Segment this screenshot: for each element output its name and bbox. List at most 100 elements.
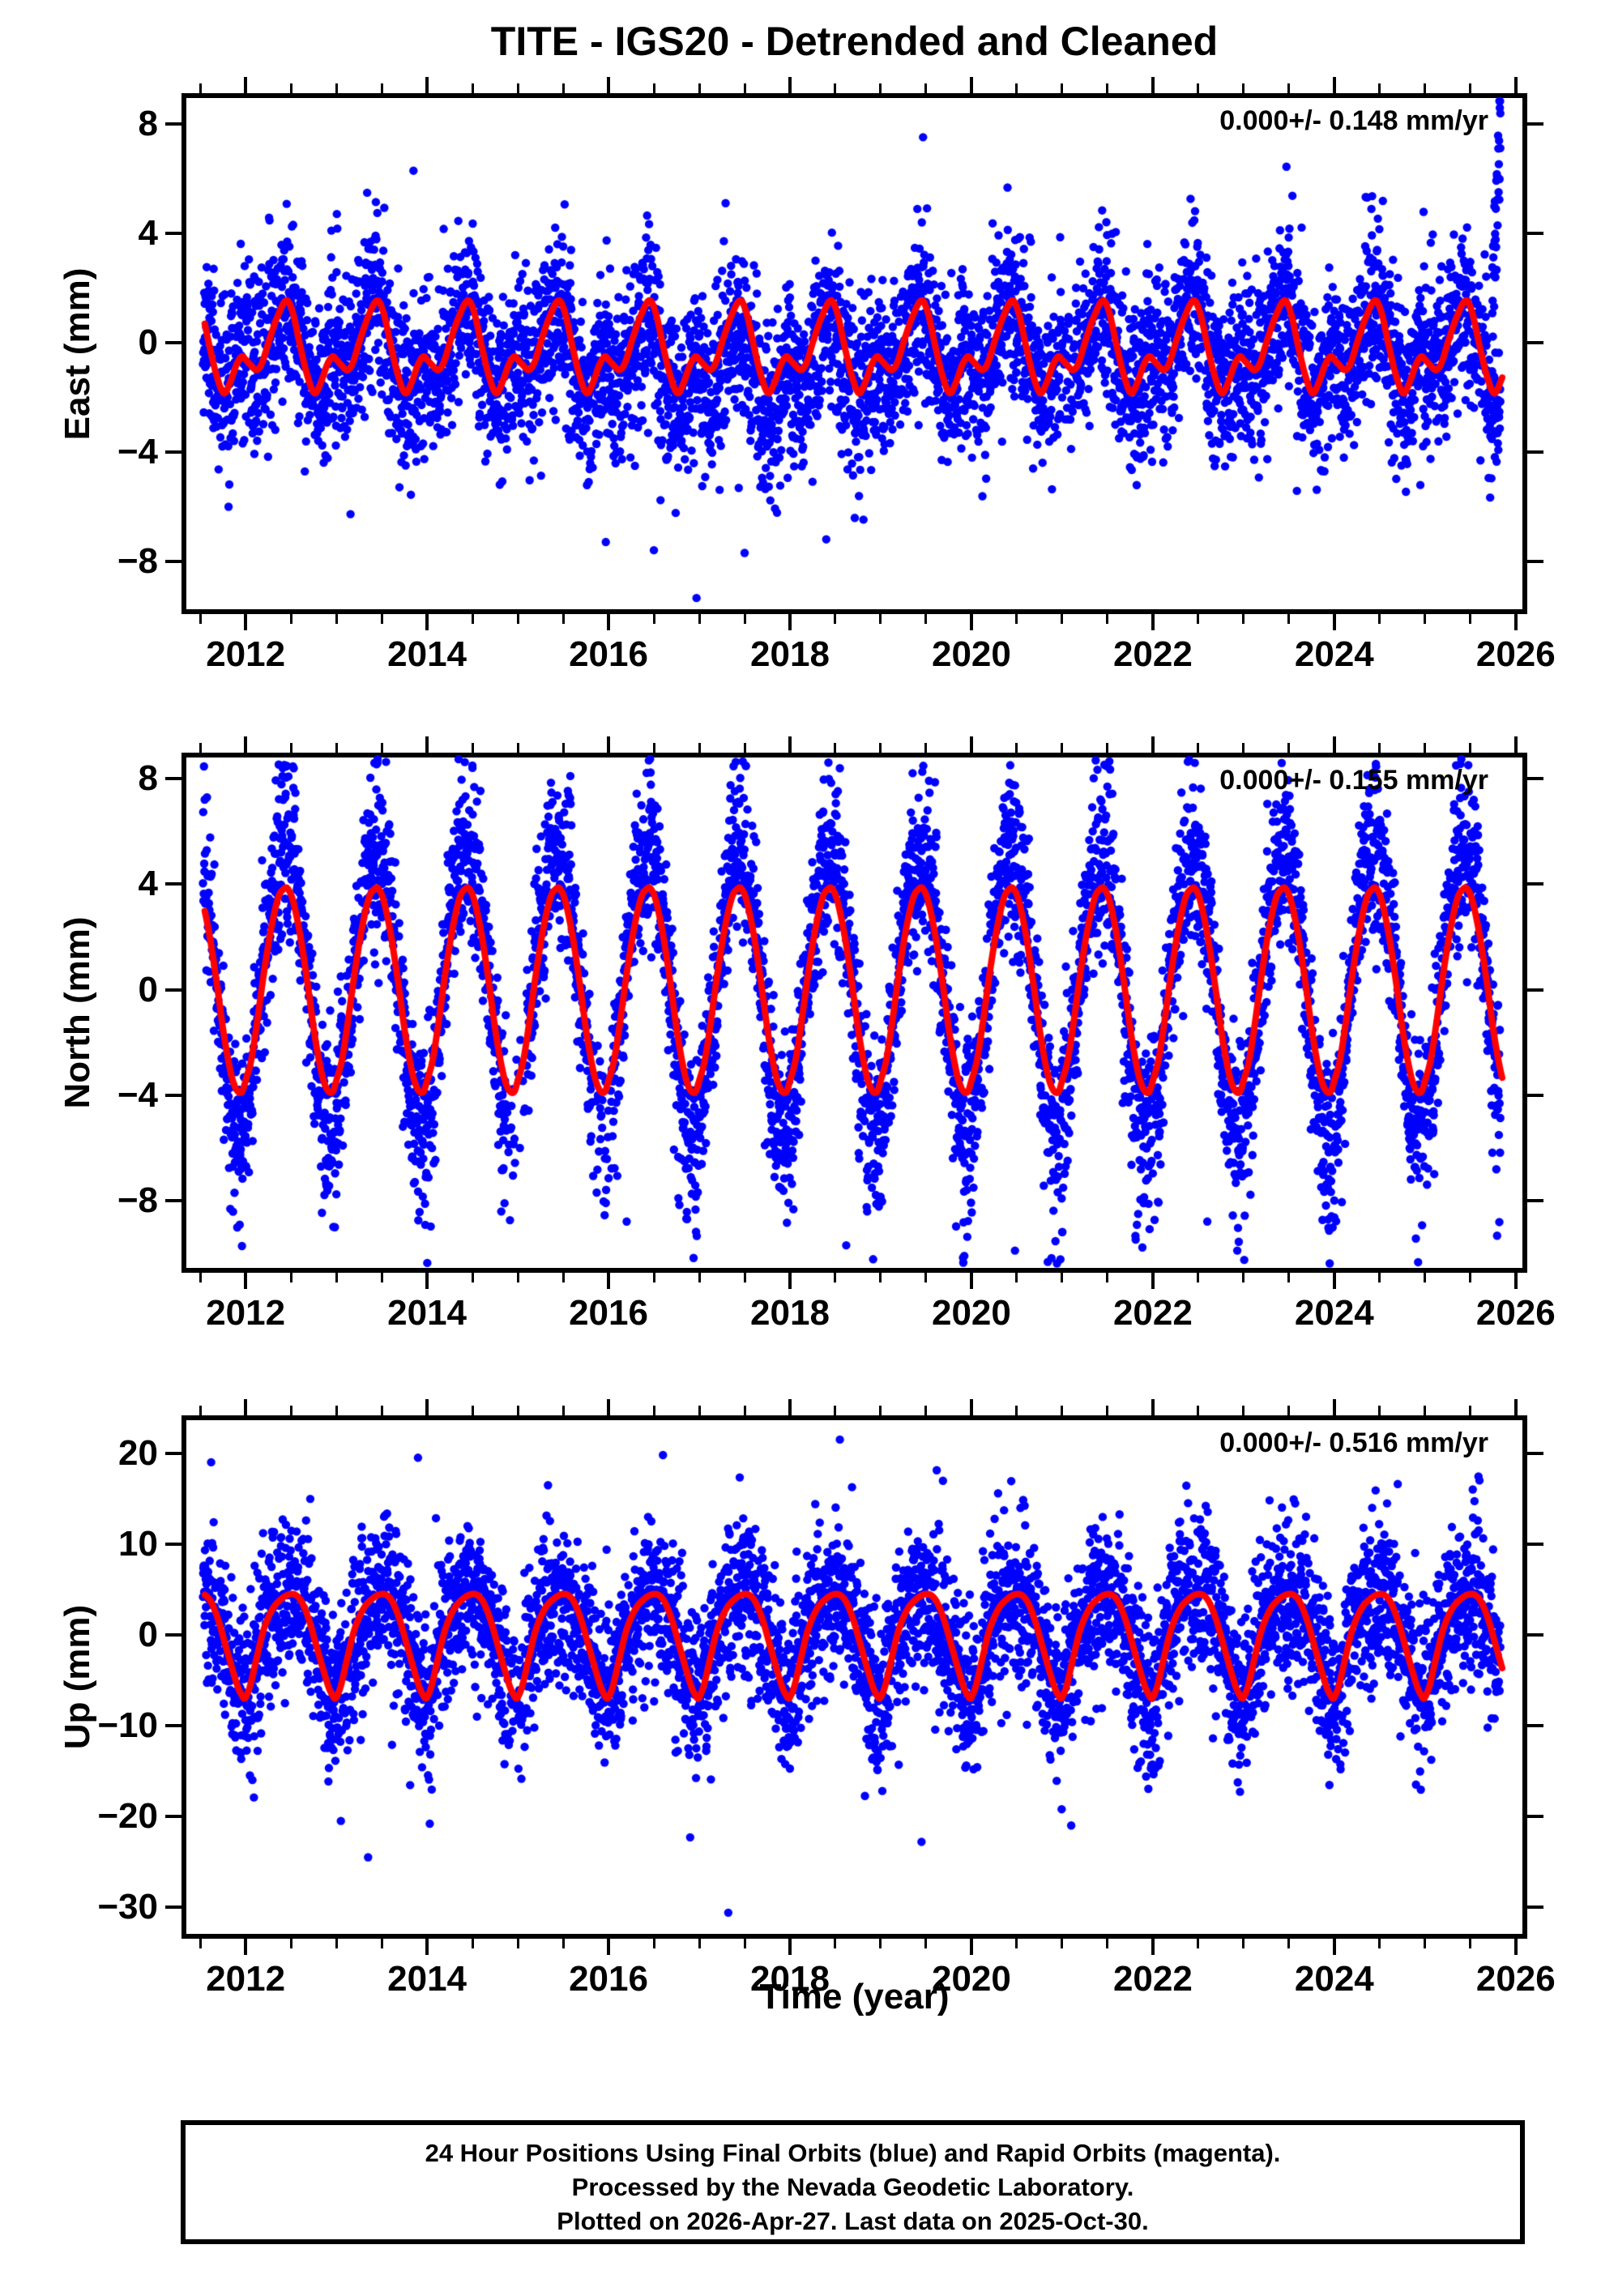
chart-title: TITE - IGS20 - Detrended and Cleaned — [490, 19, 1219, 64]
x-tick-mark — [1332, 736, 1336, 753]
x-tick-mark — [289, 1939, 292, 1948]
x-tick-mark — [969, 1273, 973, 1289]
x-tick-mark — [1197, 614, 1200, 624]
x-tick-mark — [471, 1939, 474, 1948]
x-tick-mark — [1015, 614, 1018, 624]
x-tick-mark — [698, 1939, 701, 1948]
x-tick-mark — [1424, 1406, 1427, 1415]
x-tick-label: 2026 — [1475, 634, 1556, 674]
x-tick-mark — [1332, 614, 1336, 630]
x-tick-mark — [788, 1399, 792, 1415]
x-tick-mark — [199, 83, 202, 93]
x-tick-mark — [1332, 1273, 1336, 1289]
x-tick-mark — [199, 614, 202, 624]
y-tick-mark — [1527, 122, 1543, 126]
x-tick-mark — [1061, 614, 1064, 624]
y-tick-mark — [165, 1723, 181, 1727]
x-tick-mark — [1287, 83, 1291, 93]
x-tick-label: 2018 — [750, 1959, 830, 1999]
x-tick-mark — [1469, 83, 1472, 93]
x-tick-mark — [1424, 83, 1427, 93]
x-tick-mark — [1332, 1939, 1336, 1955]
x-tick-mark — [380, 743, 383, 753]
x-tick-mark — [698, 614, 701, 624]
x-tick-mark — [1197, 743, 1200, 753]
x-tick-mark — [561, 1406, 565, 1415]
x-tick-mark — [834, 1406, 837, 1415]
x-tick-mark — [607, 1939, 611, 1955]
x-tick-mark — [1061, 743, 1064, 753]
y-tick-label: 0 — [138, 1614, 158, 1654]
x-tick-mark — [879, 1939, 882, 1948]
y-tick-label: 8 — [138, 104, 158, 144]
x-tick-mark — [1378, 1273, 1381, 1282]
y-tick-mark — [1527, 988, 1543, 992]
x-tick-mark — [1469, 614, 1472, 624]
x-tick-mark — [1513, 1273, 1518, 1289]
y-tick-label: 0 — [138, 322, 158, 363]
x-tick-mark — [788, 77, 792, 93]
x-tick-mark — [471, 743, 474, 753]
x-tick-mark — [1106, 614, 1109, 624]
x-tick-mark — [199, 1406, 202, 1415]
x-tick-label: 2014 — [387, 1293, 467, 1333]
x-tick-mark — [1378, 614, 1381, 624]
x-tick-mark — [1015, 83, 1018, 93]
x-tick-mark — [607, 1273, 611, 1289]
x-tick-mark — [516, 1939, 519, 1948]
x-tick-mark — [698, 1273, 701, 1282]
x-tick-mark — [698, 83, 701, 93]
x-tick-label: 2018 — [750, 634, 830, 674]
x-tick-mark — [1424, 614, 1427, 624]
x-tick-mark — [1151, 1939, 1155, 1955]
x-tick-mark — [425, 614, 429, 630]
x-tick-mark — [335, 614, 338, 624]
footer-line-processed: Processed by the Nevada Geodetic Laborat… — [571, 2173, 1134, 2201]
x-tick-mark — [1106, 83, 1109, 93]
x-tick-mark — [380, 1939, 383, 1948]
x-tick-mark — [1378, 1939, 1381, 1948]
x-tick-mark — [879, 83, 882, 93]
x-tick-mark — [516, 83, 519, 93]
footer-line-plotted: Plotted on 2026-Apr-27. Last data on 202… — [557, 2207, 1149, 2235]
x-tick-mark — [244, 77, 248, 93]
x-tick-mark — [834, 1273, 837, 1282]
y-tick-mark — [1527, 1542, 1543, 1546]
y-tick-label: 4 — [138, 864, 158, 904]
x-tick-mark — [1242, 743, 1245, 753]
x-tick-mark — [1197, 1939, 1200, 1948]
x-tick-mark — [1332, 77, 1336, 93]
x-tick-mark — [607, 614, 611, 630]
east-rate-annotation: 0.000+/- 0.148 mm/yr — [1219, 105, 1488, 136]
x-tick-mark — [561, 1939, 565, 1948]
x-tick-label: 2026 — [1475, 1293, 1556, 1333]
y-tick-mark — [165, 1093, 181, 1097]
x-tick-mark — [1151, 77, 1155, 93]
y-tick-mark — [165, 341, 181, 345]
x-tick-mark — [1197, 83, 1200, 93]
y-tick-mark — [165, 988, 181, 992]
x-tick-mark — [1469, 1406, 1472, 1415]
x-tick-mark — [199, 743, 202, 753]
y-tick-label: −4 — [117, 431, 158, 472]
x-tick-mark — [289, 1406, 292, 1415]
y-tick-label: −8 — [117, 540, 158, 581]
x-tick-label: 2022 — [1112, 1293, 1193, 1333]
y-tick-mark — [165, 1542, 181, 1546]
y-tick-mark — [1527, 1198, 1543, 1202]
x-tick-mark — [1469, 1273, 1472, 1282]
x-tick-mark — [1424, 743, 1427, 753]
x-tick-mark — [924, 83, 928, 93]
x-tick-mark — [471, 614, 474, 624]
x-tick-mark — [244, 736, 248, 753]
x-tick-mark — [244, 1273, 248, 1289]
y-tick-mark — [165, 559, 181, 563]
x-tick-mark — [1106, 1273, 1109, 1282]
north-scatter-canvas — [184, 755, 1525, 1270]
x-tick-mark — [969, 77, 973, 93]
x-tick-mark — [516, 1406, 519, 1415]
x-tick-mark — [1061, 1406, 1064, 1415]
x-tick-mark — [834, 614, 837, 624]
y-tick-label: −30 — [97, 1887, 158, 1927]
x-tick-mark — [743, 614, 746, 624]
